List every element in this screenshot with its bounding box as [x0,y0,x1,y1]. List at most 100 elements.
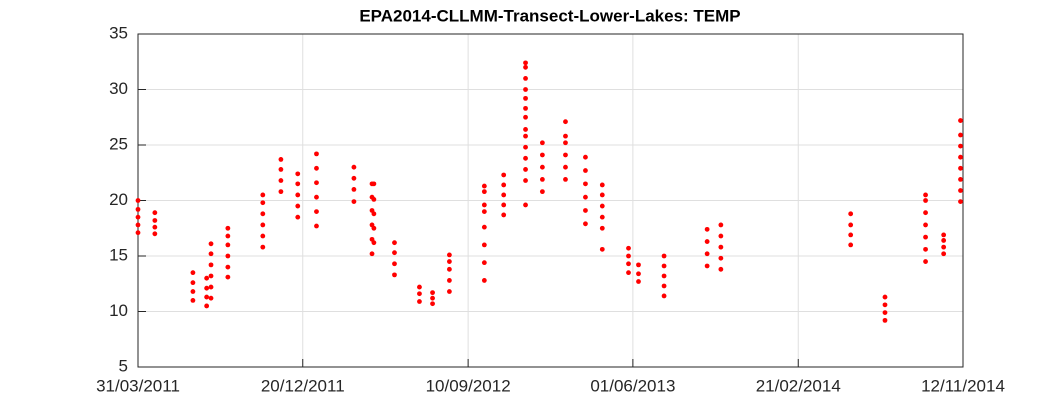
data-point [958,165,963,171]
data-point [295,203,301,209]
data-point [135,222,141,228]
data-point [923,259,928,264]
data-point [225,264,231,270]
data-point [260,233,266,239]
data-point [481,242,487,248]
data-point [152,231,158,237]
data-point [369,251,375,257]
data-point [563,140,568,146]
data-point [351,199,357,205]
data-point [704,263,710,269]
data-point [923,192,928,198]
data-point [417,291,422,297]
data-point [392,272,397,278]
x-tick-label: 31/03/2011 [96,376,180,395]
data-point [848,232,854,238]
data-point [208,295,214,301]
data-point [583,168,588,173]
data-point [208,241,214,247]
data-point [523,60,528,66]
data-point [626,261,631,267]
data-point [539,177,545,182]
data-point [704,239,710,244]
data-point [882,310,888,316]
data-point [718,222,724,228]
data-point [351,175,357,181]
data-point [599,225,605,231]
data-point [704,226,710,232]
data-point [563,133,568,139]
data-point [314,180,319,186]
y-tick-label: 25 [109,134,128,153]
data-point [204,285,210,291]
data-point [208,284,214,290]
data-point [295,171,301,177]
data-point [430,301,435,307]
data-point [523,127,528,132]
data-point [481,202,487,208]
data-point [661,263,667,269]
data-point [599,192,605,198]
data-point [314,194,319,200]
data-point [371,211,377,217]
data-point [563,177,568,182]
data-point [563,119,568,125]
data-point [583,181,588,187]
data-point [848,242,854,248]
data-point [523,114,528,120]
data-point [661,283,667,289]
data-point [958,143,963,149]
data-point [958,199,963,205]
data-point [563,164,568,170]
data-point [941,244,947,250]
x-tick-label: 10/09/2012 [426,376,511,395]
data-point [539,140,545,146]
data-point [447,252,452,258]
data-point [718,266,724,272]
data-point [501,212,507,218]
data-point [923,198,928,203]
data-point [661,253,667,259]
data-point [447,266,452,272]
data-point [636,262,641,268]
data-point [523,178,528,183]
data-point [848,211,854,217]
data-point [225,253,231,259]
data-point [539,152,545,158]
data-point [190,280,196,286]
data-point [523,105,528,111]
data-point [204,303,210,309]
data-point [958,154,963,160]
x-tick-label: 01/06/2013 [590,376,675,395]
data-point [958,188,963,193]
data-point [626,270,631,276]
data-point [417,284,422,290]
data-point [599,246,605,252]
data-point [260,200,266,206]
data-point [371,181,377,187]
data-point [583,154,588,160]
data-point [636,279,641,284]
data-point [583,221,588,227]
data-point [563,152,568,158]
data-point [278,189,284,195]
data-point [882,317,888,323]
data-point [599,203,605,209]
data-point [392,240,397,246]
data-point [882,294,888,300]
data-point [923,210,928,216]
data-point [501,192,507,198]
data-point [204,294,210,300]
data-point [314,165,319,171]
data-point [314,151,319,157]
data-point [501,202,507,208]
data-point [923,222,928,228]
y-tick-label: 10 [109,301,128,320]
data-point [135,230,141,236]
data-point [371,196,377,202]
data-point [661,273,667,279]
data-point [626,245,631,251]
data-point [260,192,266,198]
data-point [523,133,528,139]
